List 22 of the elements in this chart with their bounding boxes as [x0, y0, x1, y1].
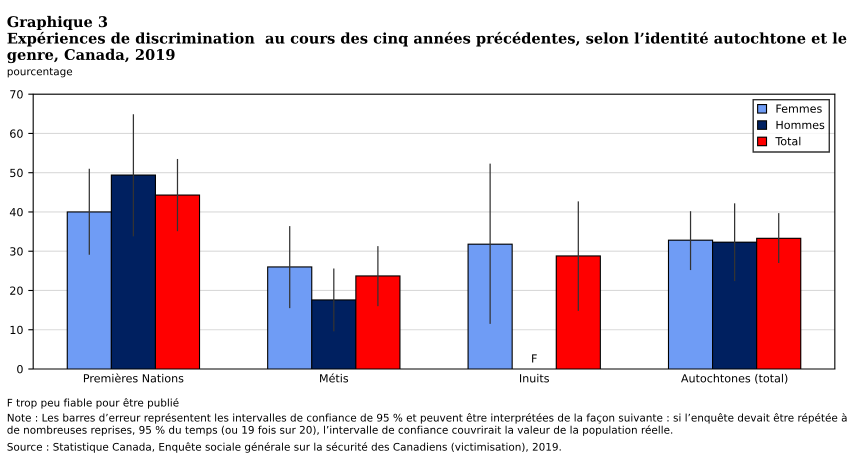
legend-label: Total: [775, 136, 800, 146]
x-tick-label: Inuits: [520, 374, 549, 382]
chart-subtitle: Expériences de discrimination au cours des cinq années précédentes, selon l’identité autochtone et le genre, Canada, 2019: [7, 32, 846, 64]
y-tick-label: 60: [10, 129, 23, 138]
legend-label: Femmes: [776, 104, 822, 113]
y-tick-label: 70: [10, 90, 23, 99]
y-tick-label: 30: [10, 247, 23, 256]
text: F trop peu fiable pour être publié: [8, 398, 179, 409]
annotation: F: [532, 354, 537, 363]
y-tick-label: 50: [10, 168, 23, 178]
x-tick-label: Métis: [320, 373, 348, 382]
legend-label: Hommes: [776, 120, 824, 130]
x-tick-label: Premières Nations: [84, 373, 184, 382]
y-axis-title: pourcentage: [8, 68, 72, 78]
y-tick-label: 10: [10, 326, 23, 334]
source-note: Source : Statistique Canada, Enquête sociale générale sur la sécurité des Canadiens (victimisation), 2019.: [7, 442, 561, 453]
y-tick-label: 40: [10, 208, 23, 216]
y-tick-label: 20: [10, 286, 23, 295]
text: Note : Les barres d’erreur représentent les intervalles de confiance de 95 % et peuvent être interprétées de la façon suivante : si l’enquête devait être répétée à de nombreuses reprises, 95 % du temps (ou 19 fois sur 20), l’intervalle de confiance couvrirait la valeur de la population réelle.: [7, 413, 847, 436]
x-tick-label: Autochtones (total): [681, 374, 788, 384]
y-tick-label: 0: [17, 364, 23, 374]
chart-title: Graphique 3: [7, 16, 108, 30]
